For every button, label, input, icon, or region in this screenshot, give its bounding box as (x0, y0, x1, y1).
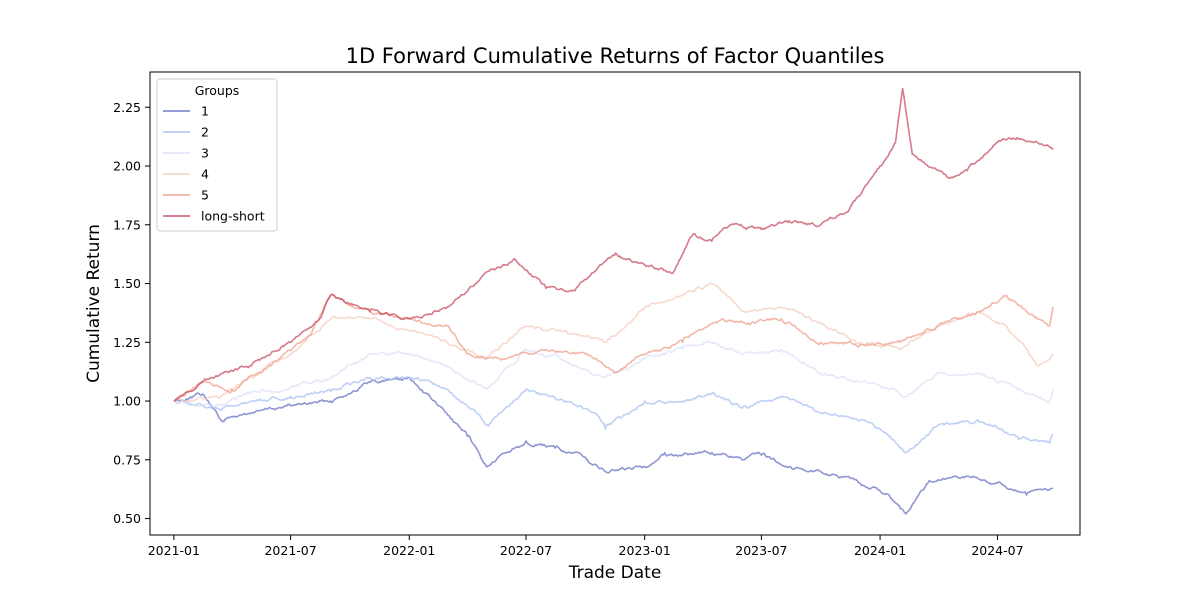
x-tick-label: 2023-01 (619, 543, 671, 558)
plot-frame (149, 71, 1081, 536)
y-tick-label: 0.50 (113, 511, 141, 526)
series-line-1 (173, 376, 1054, 515)
legend: Groups 1 2 3 4 5 long-short (156, 78, 278, 232)
legend-entry-5: 5 (201, 188, 209, 203)
series-line-5 (173, 293, 1054, 402)
chart-title: 1D Forward Cumulative Returns of Factor … (346, 44, 885, 68)
y-axis: 0.50 0.75 1.00 1.25 1.50 1.75 2.00 2.25 (113, 100, 150, 526)
y-tick-label: 2.00 (113, 159, 141, 174)
x-tick-label: 2024-01 (854, 543, 906, 558)
x-tick-label: 2021-07 (264, 543, 316, 558)
x-tick-label: 2022-07 (500, 543, 552, 558)
series-line-6 (173, 87, 1054, 402)
legend-entry-3: 3 (201, 146, 209, 161)
legend-entry-6: long-short (201, 209, 265, 224)
x-tick-label: 2023-07 (735, 543, 787, 558)
y-tick-label: 1.75 (113, 217, 141, 232)
y-tick-label: 1.50 (113, 276, 141, 291)
legend-frame (156, 78, 278, 232)
x-axis: 2021-01 2021-07 2022-01 2022-07 2023-01 2023-… (148, 535, 1024, 558)
legend-entry-1: 1 (201, 104, 209, 119)
y-tick-label: 2.25 (113, 100, 141, 115)
legend-entry-2: 2 (201, 125, 209, 140)
series-line-3 (173, 340, 1054, 408)
x-axis-label: Trade Date (568, 563, 662, 583)
y-tick-label: 1.00 (113, 394, 141, 409)
plot-area (149, 71, 1081, 536)
y-tick-label: 0.75 (113, 452, 141, 467)
y-tick-label: 1.25 (113, 335, 141, 350)
series-line-2 (173, 375, 1054, 454)
series-line-4 (173, 282, 1054, 403)
legend-entry-4: 4 (201, 167, 209, 182)
y-axis-label: Cumulative Return (84, 224, 104, 383)
x-tick-label: 2021-01 (148, 543, 200, 558)
legend-title: Groups (195, 83, 240, 98)
x-tick-label: 2024-07 (971, 543, 1023, 558)
x-tick-label: 2022-01 (383, 543, 435, 558)
series-layer (173, 87, 1054, 515)
